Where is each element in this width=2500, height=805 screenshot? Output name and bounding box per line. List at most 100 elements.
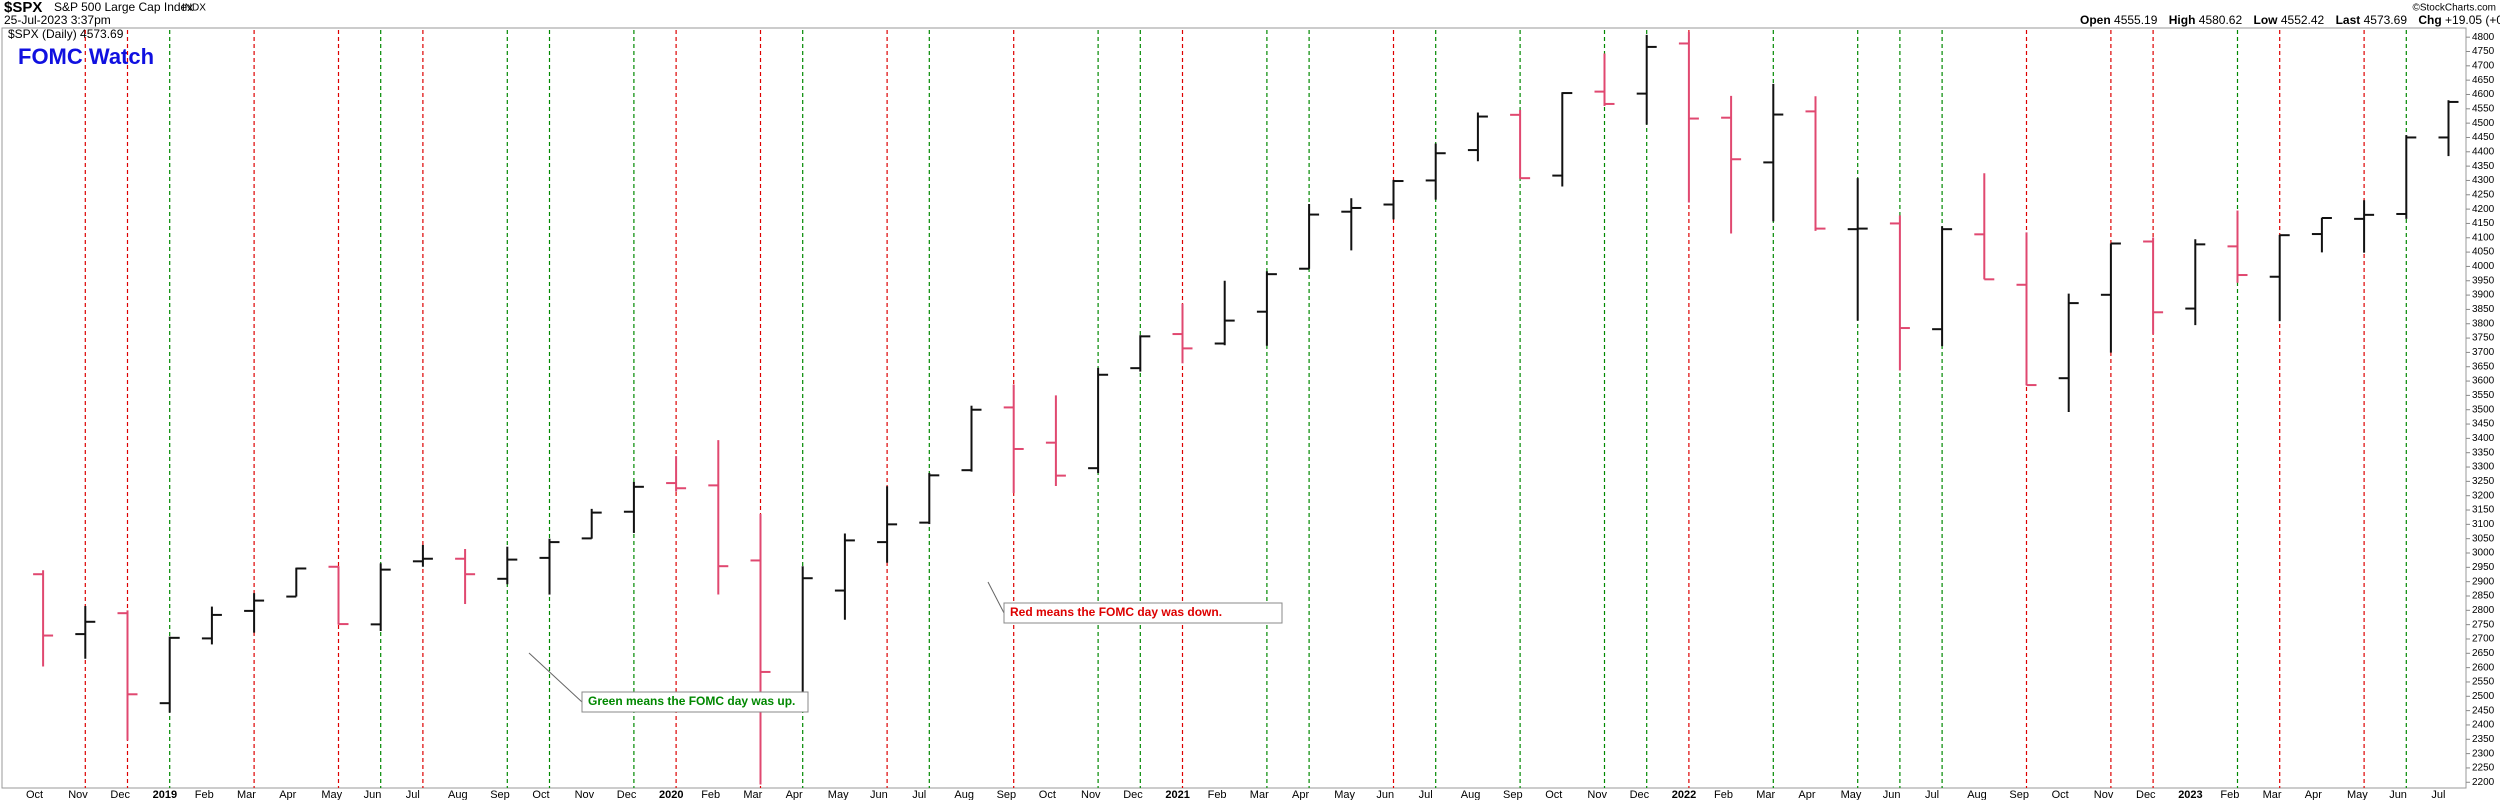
y-tick-label: 3050 (2472, 533, 2495, 544)
y-tick-label: 2200 (2472, 777, 2495, 788)
y-tick-label: 2550 (2472, 677, 2495, 688)
x-tick-label: Feb (1714, 789, 1733, 800)
x-tick-label: Nov (1587, 789, 1607, 800)
x-tick-label: Jun (870, 789, 888, 800)
x-tick-label: Jul (406, 789, 420, 800)
y-tick-label: 3350 (2472, 447, 2495, 458)
y-tick-label: 2850 (2472, 591, 2495, 602)
y-tick-label: 2900 (2472, 576, 2495, 587)
y-tick-label: 3150 (2472, 505, 2495, 516)
x-tick-label: Aug (448, 789, 468, 800)
y-tick-label: 3450 (2472, 419, 2495, 430)
y-tick-label: 3900 (2472, 290, 2495, 301)
y-tick-label: 4750 (2472, 46, 2495, 57)
x-tick-label: Nov (1081, 789, 1101, 800)
x-tick-label: May (321, 789, 342, 800)
y-tick-label: 2750 (2472, 619, 2495, 630)
y-tick-label: 3100 (2472, 519, 2495, 530)
x-tick-label: Apr (2305, 789, 2322, 800)
copyright: ©StockCharts.com (2412, 3, 2496, 14)
x-tick-label: Dec (1630, 789, 1650, 800)
y-tick-label: 3200 (2472, 490, 2495, 501)
x-tick-label: Jun (1883, 789, 1901, 800)
exchange: INDX (182, 3, 206, 14)
quote-value: 4573.69 (2364, 13, 2408, 27)
y-tick-label: 4000 (2472, 261, 2495, 272)
y-tick-label: 4650 (2472, 75, 2495, 86)
y-tick-label: 3500 (2472, 404, 2495, 415)
annotation-box (581, 691, 809, 713)
y-tick-label: 2600 (2472, 662, 2495, 673)
y-tick-label: 3000 (2472, 548, 2495, 559)
x-tick-label: Sep (490, 789, 510, 800)
quote-label: Low (2254, 13, 2279, 27)
annotation-box (1003, 602, 1283, 624)
annotation: Green means the FOMC day was up. (588, 694, 795, 708)
x-tick-label: May (828, 789, 849, 800)
x-tick-label: Mar (2263, 789, 2282, 800)
quote-label: Last (2336, 13, 2361, 27)
plot-frame (1, 27, 2467, 789)
x-tick-label: Oct (26, 789, 43, 800)
y-tick-label: 3600 (2472, 376, 2495, 387)
x-tick-label: Aug (954, 789, 974, 800)
y-tick-label: 2800 (2472, 605, 2495, 616)
x-tick-label: Mar (1756, 789, 1775, 800)
x-tick-label: May (1841, 789, 1862, 800)
x-tick-label: 2020 (659, 789, 683, 800)
x-tick-label: Apr (279, 789, 296, 800)
x-tick-label: Apr (786, 789, 803, 800)
x-tick-label: Feb (1208, 789, 1227, 800)
x-tick-label: 2021 (1165, 789, 1189, 800)
index-name: S&P 500 Large Cap Index (54, 0, 193, 14)
x-tick-label: Mar (1250, 789, 1269, 800)
y-tick-label: 3850 (2472, 304, 2495, 315)
x-tick-label: 2023 (2178, 789, 2202, 800)
y-tick-label: 2500 (2472, 691, 2495, 702)
y-tick-label: 3750 (2472, 333, 2495, 344)
y-tick-label: 4200 (2472, 204, 2495, 215)
y-tick-label: 2450 (2472, 705, 2495, 716)
quote-label: Chg (2418, 13, 2441, 27)
x-tick-label: Jun (364, 789, 382, 800)
y-tick-label: 3400 (2472, 433, 2495, 444)
legend: $SPX (Daily) 4573.69 (8, 27, 124, 41)
x-tick-label: Feb (195, 789, 214, 800)
y-tick-label: 4500 (2472, 118, 2495, 129)
y-tick-label: 4400 (2472, 146, 2495, 157)
chart-title: FOMC Watch (18, 44, 154, 69)
quote: Open 4555.19 High 4580.62 Low 4552.42 La… (2080, 13, 2500, 27)
y-tick-label: 3550 (2472, 390, 2495, 401)
x-tick-label: Sep (1503, 789, 1523, 800)
y-tick-label: 4100 (2472, 232, 2495, 243)
y-tick-label: 4250 (2472, 189, 2495, 200)
x-tick-label: Oct (532, 789, 549, 800)
x-tick-label: Jul (912, 789, 926, 800)
y-tick-label: 2250 (2472, 763, 2495, 774)
y-tick-label: 4300 (2472, 175, 2495, 186)
y-tick-label: 3950 (2472, 275, 2495, 286)
y-tick-label: 4700 (2472, 60, 2495, 71)
y-tick-label: 2400 (2472, 720, 2495, 731)
x-tick-label: Jul (2431, 789, 2445, 800)
x-tick-label: Oct (1545, 789, 1562, 800)
x-tick-label: Dec (617, 789, 637, 800)
x-tick-label: Jul (1419, 789, 1433, 800)
x-tick-label: Jun (2389, 789, 2407, 800)
quote-label: High (2169, 13, 2196, 27)
y-tick-label: 4600 (2472, 89, 2495, 100)
y-tick-label: 4450 (2472, 132, 2495, 143)
x-tick-label: Feb (701, 789, 720, 800)
x-tick-label: Nov (68, 789, 88, 800)
x-tick-label: Feb (2220, 789, 2239, 800)
callout-line (987, 581, 1005, 614)
y-tick-label: 3800 (2472, 318, 2495, 329)
y-tick-label: 4350 (2472, 161, 2495, 172)
y-tick-label: 2350 (2472, 734, 2495, 745)
x-tick-label: Jun (1376, 789, 1394, 800)
quote-value: 4580.62 (2199, 13, 2243, 27)
x-tick-label: May (2347, 789, 2368, 800)
y-tick-label: 4800 (2472, 32, 2495, 43)
y-tick-label: 2950 (2472, 562, 2495, 573)
